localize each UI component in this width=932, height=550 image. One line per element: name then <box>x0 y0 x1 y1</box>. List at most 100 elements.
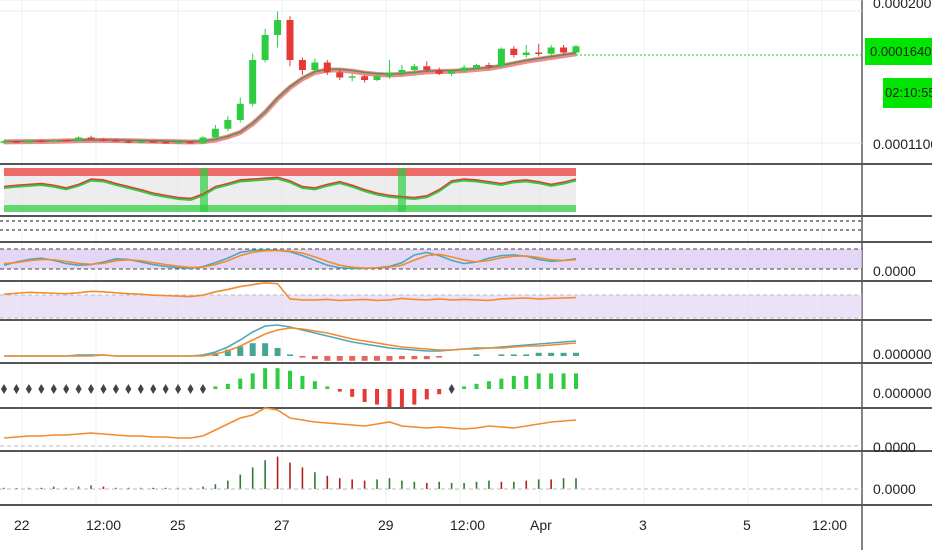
volume-axis-label: 0.0000 <box>873 481 916 497</box>
momentum-bar <box>387 389 392 408</box>
candle-body <box>361 76 369 80</box>
candle-body <box>50 140 58 142</box>
macd-histogram-bar <box>224 349 231 356</box>
x-tick-label: 12:00 <box>86 517 121 533</box>
macd-histogram-bar <box>249 343 256 356</box>
rsi-overbought-band <box>4 168 576 176</box>
candle-body <box>75 137 83 141</box>
momentum-bar <box>524 376 529 389</box>
momentum-bar <box>399 389 404 408</box>
right-price-axis[interactable]: 0.00020000 0.00011000 0.00016403 02:10:5… <box>865 0 932 497</box>
candle-body <box>174 141 182 144</box>
momentum-marker <box>100 384 107 394</box>
rsi-signal-bar <box>398 168 406 212</box>
candle-body <box>547 47 555 54</box>
candle-body <box>385 72 393 77</box>
macd-histogram-bar <box>274 348 281 356</box>
candle-body <box>0 141 8 143</box>
atr-line <box>3 407 577 439</box>
macd-histogram-bar <box>436 356 443 358</box>
momentum-bar <box>263 368 268 389</box>
momentum-marker <box>1 384 7 394</box>
momentum-bar <box>474 383 479 389</box>
macd-histogram-bar <box>361 356 368 361</box>
candle-body <box>336 72 344 78</box>
x-tick-label: Apr <box>530 517 552 533</box>
momentum-bar <box>549 373 554 389</box>
candle-body <box>535 52 543 54</box>
time-axis[interactable]: 22 12:00 25 27 29 12:00 Apr 3 5 12:00 <box>14 517 847 533</box>
indicator-panels <box>0 168 862 490</box>
x-tick-label: 12:00 <box>450 517 485 533</box>
candle-body <box>149 141 157 143</box>
macd-axis-label: 0.00000000 <box>873 346 932 362</box>
momentum-marker <box>448 384 455 394</box>
macd-histogram-bar <box>423 356 430 360</box>
momentum-bar <box>574 373 578 389</box>
macd-histogram-bar <box>473 354 480 356</box>
momentum-bar <box>337 389 342 392</box>
x-tick-label: 3 <box>639 517 647 533</box>
momentum-bar <box>275 368 280 389</box>
momentum-bar <box>312 381 317 389</box>
momentum-bar <box>499 378 504 389</box>
macd-histogram-bar <box>560 352 567 356</box>
countdown-badge: 02:10:55 <box>883 78 932 108</box>
x-tick-label: 12:00 <box>812 517 847 533</box>
candle-body <box>572 46 580 53</box>
macd-histogram-bar <box>498 354 505 356</box>
candle-body <box>12 141 20 143</box>
candle-body <box>448 71 456 74</box>
macd-histogram-bar <box>262 343 269 356</box>
x-tick-label: 29 <box>378 517 394 533</box>
momentum-marker <box>25 384 32 394</box>
stoch-d-line <box>3 249 577 269</box>
price-tick-low: 0.00011000 <box>873 136 932 152</box>
momentum-marker <box>112 384 119 394</box>
last-price-label: 0.00016403 <box>870 44 932 59</box>
macd-signal-line <box>4 327 577 357</box>
candle-body <box>410 66 418 70</box>
last-price-badge: 0.00016403 <box>865 38 932 65</box>
momentum-marker <box>38 384 45 394</box>
macd-histogram-bar <box>287 354 293 356</box>
candle-body <box>311 62 319 70</box>
momentum-bar <box>325 386 330 389</box>
rsi-signal-line <box>3 176 577 200</box>
candle-body <box>286 20 294 60</box>
candle-body <box>162 141 170 144</box>
momentum-bar <box>511 376 516 389</box>
macd-histogram-bar <box>386 356 393 361</box>
momentum-marker <box>125 384 132 394</box>
candle-body <box>522 52 530 55</box>
momentum-marker <box>187 384 194 394</box>
candle-body <box>497 48 505 67</box>
candle-body <box>398 70 406 73</box>
momentum-bar <box>362 389 367 402</box>
candle-body <box>199 137 207 144</box>
macd-histogram-bar <box>336 356 343 361</box>
momentum-bar <box>225 383 230 389</box>
candle-body <box>298 60 306 70</box>
momentum-bar <box>288 370 292 389</box>
macd-histogram-bar <box>535 352 542 356</box>
x-tick-label: 22 <box>14 517 30 533</box>
candle-body <box>62 140 70 142</box>
candle-body <box>435 70 443 74</box>
candle-body <box>249 60 257 104</box>
candle-body <box>124 141 132 143</box>
momentum-marker <box>162 384 169 394</box>
x-tick-label: 25 <box>170 517 186 533</box>
momentum-bar <box>462 386 467 389</box>
momentum-bar <box>250 373 255 389</box>
candle-body <box>211 128 219 138</box>
candle-body <box>112 140 120 142</box>
price-pane[interactable] <box>0 11 863 145</box>
macd-histogram-bar <box>573 352 579 356</box>
candle-body <box>187 141 195 144</box>
candle-body <box>37 140 45 143</box>
candle-body <box>261 35 269 60</box>
cci-band <box>0 295 862 318</box>
